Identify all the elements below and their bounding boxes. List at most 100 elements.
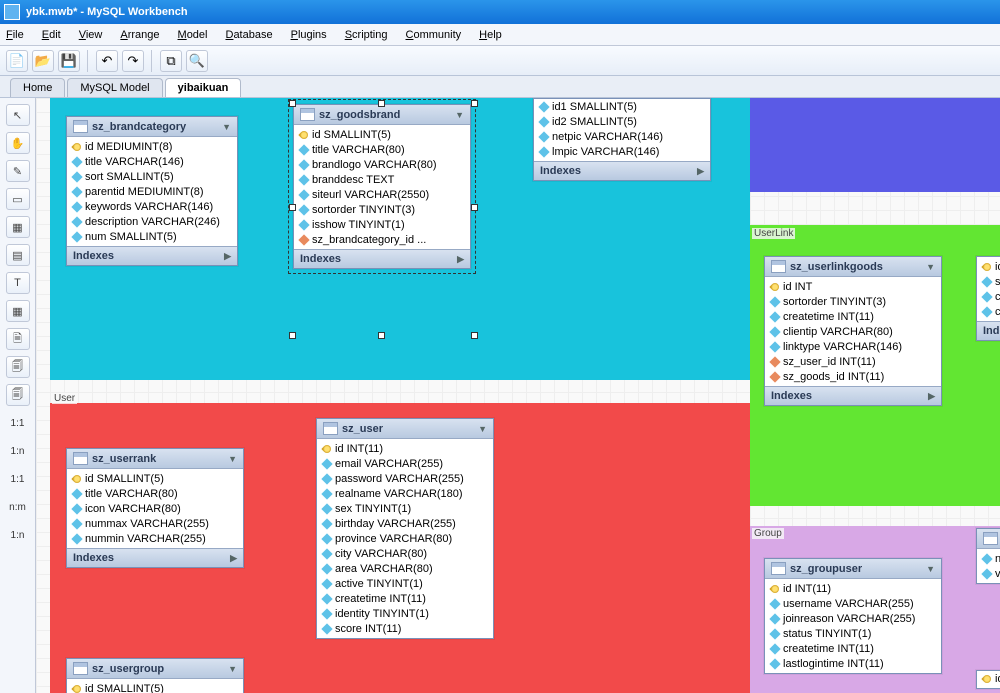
table-usergroup[interactable]: sz_usergroup▼id SMALLINT(5)title VARCHAR… (66, 658, 244, 693)
column-row[interactable]: title VARCHAR(80) (294, 142, 470, 157)
column-row[interactable]: score INT(11) (317, 621, 493, 636)
column-row[interactable]: sort SMALLINT(5) (67, 169, 237, 184)
menu-edit[interactable]: Edit (42, 29, 61, 41)
relation-tool-n:m[interactable]: n:m (6, 496, 30, 518)
expand-icon[interactable]: ▶ (230, 553, 237, 564)
left-tool-3[interactable]: ▭ (6, 188, 30, 210)
expand-icon[interactable]: ▶ (457, 254, 464, 265)
menu-file[interactable]: File (6, 29, 24, 41)
column-row[interactable]: so (977, 274, 1000, 289)
selection-handle[interactable] (378, 100, 385, 107)
column-row[interactable]: joinreason VARCHAR(255) (765, 611, 941, 626)
collapse-icon[interactable]: ▼ (926, 564, 935, 574)
column-row[interactable]: birthday VARCHAR(255) (317, 516, 493, 531)
column-row[interactable]: realname VARCHAR(180) (317, 486, 493, 501)
column-row[interactable]: createtime INT(11) (765, 309, 941, 324)
left-tool-9[interactable]: 🗐 (6, 356, 30, 378)
toolbar-button-1[interactable]: 📂 (32, 50, 54, 72)
column-row[interactable]: linktype VARCHAR(146) (765, 339, 941, 354)
table-userrank[interactable]: sz_userrank▼id SMALLINT(5)title VARCHAR(… (66, 448, 244, 568)
relation-tool-1:n[interactable]: 1:n (6, 524, 30, 546)
column-row[interactable]: clientip VARCHAR(80) (765, 324, 941, 339)
column-row[interactable]: valu (977, 566, 1000, 581)
relation-tool-1:1[interactable]: 1:1 (6, 468, 30, 490)
column-row[interactable]: sz_brandcategory_id ... (294, 232, 470, 247)
relation-tool-1:1[interactable]: 1:1 (6, 412, 30, 434)
column-row[interactable]: createtime INT(11) (765, 641, 941, 656)
left-tool-6[interactable]: T (6, 272, 30, 294)
toolbar-button-4[interactable]: ↷ (122, 50, 144, 72)
table-groupuser[interactable]: sz_groupuser▼id INT(11)username VARCHAR(… (764, 558, 942, 674)
column-row[interactable]: id (977, 259, 1000, 274)
table-brandcategory[interactable]: sz_brandcategory▼id MEDIUMINT(8)title VA… (66, 116, 238, 266)
column-row[interactable]: description VARCHAR(246) (67, 214, 237, 229)
layer-region[interactable] (750, 98, 1000, 192)
column-row[interactable]: id INT(11) (317, 441, 493, 456)
column-row[interactable]: title VARCHAR(146) (67, 154, 237, 169)
column-row[interactable]: num SMALLINT(5) (67, 229, 237, 244)
expand-icon[interactable]: ▶ (224, 251, 231, 262)
menu-plugins[interactable]: Plugins (291, 29, 327, 41)
column-row[interactable]: createtime INT(11) (317, 591, 493, 606)
selection-handle[interactable] (471, 332, 478, 339)
column-row[interactable]: id1 SMALLINT(5) (534, 99, 710, 114)
column-row[interactable]: identity TINYINT(1) (317, 606, 493, 621)
toolbar-button-6[interactable]: 🔍 (186, 50, 208, 72)
selection-handle[interactable] (471, 204, 478, 211)
column-row[interactable]: email VARCHAR(255) (317, 456, 493, 471)
tab-home[interactable]: Home (10, 78, 65, 97)
column-row[interactable]: id (977, 671, 1000, 686)
collapse-icon[interactable]: ▼ (222, 122, 231, 132)
toolbar-button-5[interactable]: ⧉ (160, 50, 182, 72)
column-row[interactable]: area VARCHAR(80) (317, 561, 493, 576)
selection-handle[interactable] (471, 100, 478, 107)
menu-arrange[interactable]: Arrange (120, 29, 159, 41)
left-tool-2[interactable]: ✎ (6, 160, 30, 182)
column-row[interactable]: cr (977, 289, 1000, 304)
selection-handle[interactable] (289, 332, 296, 339)
left-tool-10[interactable]: 🗐 (6, 384, 30, 406)
expand-icon[interactable]: ▶ (697, 166, 704, 177)
relation-tool-1:n[interactable]: 1:n (6, 440, 30, 462)
column-row[interactable]: keywords VARCHAR(146) (67, 199, 237, 214)
column-row[interactable]: id2 SMALLINT(5) (534, 114, 710, 129)
column-row[interactable]: id INT(11) (765, 581, 941, 596)
table-partial2[interactable]: idsocrcliInde▶ (976, 256, 1000, 341)
column-row[interactable]: province VARCHAR(80) (317, 531, 493, 546)
table-user[interactable]: sz_user▼id INT(11)email VARCHAR(255)pass… (316, 418, 494, 639)
table-partial1[interactable]: id1 SMALLINT(5)id2 SMALLINT(5)netpic VAR… (533, 98, 711, 181)
left-tool-1[interactable]: ✋ (6, 132, 30, 154)
collapse-icon[interactable]: ▼ (926, 262, 935, 272)
menu-help[interactable]: Help (479, 29, 502, 41)
menu-database[interactable]: Database (225, 29, 272, 41)
selection-handle[interactable] (289, 100, 296, 107)
column-row[interactable]: id SMALLINT(5) (67, 681, 243, 693)
column-row[interactable]: isshow TINYINT(1) (294, 217, 470, 232)
collapse-icon[interactable]: ▼ (228, 454, 237, 464)
menu-community[interactable]: Community (406, 29, 462, 41)
column-row[interactable]: cli (977, 304, 1000, 319)
column-row[interactable]: branddesc TEXT (294, 172, 470, 187)
column-row[interactable]: lastlogintime INT(11) (765, 656, 941, 671)
toolbar-button-2[interactable]: 💾 (58, 50, 80, 72)
column-row[interactable]: lmpic VARCHAR(146) (534, 144, 710, 159)
left-tool-0[interactable]: ↖ (6, 104, 30, 126)
column-row[interactable]: sortorder TINYINT(3) (294, 202, 470, 217)
toolbar-button-3[interactable]: ↶ (96, 50, 118, 72)
eer-canvas[interactable]: UserLinkUserGroupsz_brandcategory▼id MED… (36, 98, 1000, 693)
column-row[interactable]: username VARCHAR(255) (765, 596, 941, 611)
column-row[interactable]: title VARCHAR(80) (67, 486, 243, 501)
expand-icon[interactable]: ▶ (928, 391, 935, 402)
column-row[interactable]: nam (977, 551, 1000, 566)
column-row[interactable]: id SMALLINT(5) (294, 127, 470, 142)
column-row[interactable]: password VARCHAR(255) (317, 471, 493, 486)
column-row[interactable]: id INT (765, 279, 941, 294)
selection-handle[interactable] (289, 204, 296, 211)
toolbar-button-0[interactable]: 📄 (6, 50, 28, 72)
column-row[interactable]: status TINYINT(1) (765, 626, 941, 641)
column-row[interactable]: sz_user_id INT(11) (765, 354, 941, 369)
collapse-icon[interactable]: ▼ (228, 664, 237, 674)
menu-model[interactable]: Model (178, 29, 208, 41)
selection-handle[interactable] (378, 332, 385, 339)
column-row[interactable]: nummin VARCHAR(255) (67, 531, 243, 546)
